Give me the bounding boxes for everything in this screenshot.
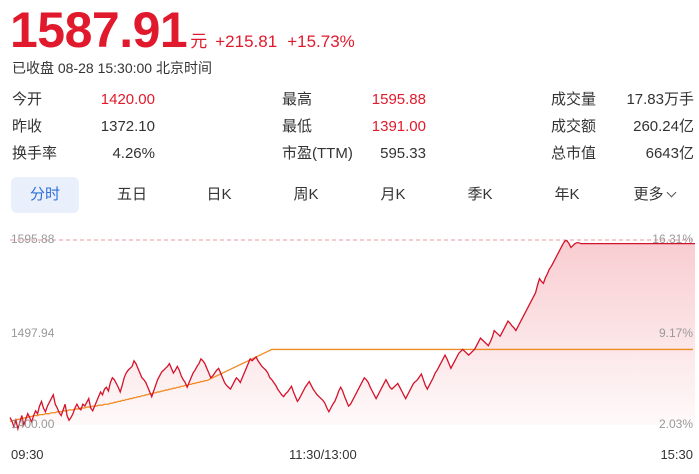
price-area	[10, 240, 695, 429]
stat-label: 总市值	[551, 145, 597, 162]
y-axis-left-label: 1497.94	[11, 325, 55, 340]
y-axis-right-label: 16.31%	[652, 232, 693, 246]
average-price-line	[10, 348, 694, 422]
tab-period-3[interactable]: 周K	[272, 177, 340, 213]
stat-item: 总市值 6643亿	[551, 144, 694, 164]
tab-label: 五日	[116, 186, 147, 203]
chevron-down-icon	[666, 187, 676, 198]
stat-value: 6643亿	[645, 145, 694, 162]
tab-more[interactable]: 更多	[620, 177, 688, 213]
tab-label: 年K	[554, 186, 580, 203]
stat-label: 成交额	[551, 118, 597, 135]
stat-value: 595.33	[380, 145, 426, 162]
tab-label: 季K	[467, 186, 493, 203]
tab-period-5[interactable]: 季K	[446, 177, 514, 213]
tab-period-4[interactable]: 月K	[359, 177, 427, 213]
stat-item: 最高 1595.88	[282, 90, 426, 110]
stat-item: 市盈(TTM) 595.33	[282, 144, 426, 164]
tab-label: 月K	[380, 186, 406, 203]
stat-label: 最高	[282, 91, 313, 108]
x-axis-label-start: 09:30	[11, 447, 44, 462]
stat-value: 4.26%	[112, 145, 155, 162]
stat-label: 最低	[282, 118, 313, 135]
tab-period-2[interactable]: 日K	[185, 177, 253, 213]
stat-value: 1420.00	[100, 91, 155, 108]
stat-value: 1391.00	[371, 118, 426, 135]
stat-item: 昨收 1372.10	[12, 117, 155, 137]
stat-value: 17.83万手	[626, 91, 694, 108]
stat-value: 1595.88	[371, 91, 426, 108]
tab-label: 更多	[633, 186, 664, 203]
stat-label: 成交量	[551, 91, 597, 108]
stat-item: 成交额 260.24亿	[551, 117, 694, 137]
x-axis-label-end: 15:30	[660, 447, 693, 462]
stat-label: 换手率	[12, 145, 58, 162]
stat-value: 1372.10	[100, 118, 155, 135]
quote-header: 1587.91 元 +215.81 +15.73%	[10, 4, 355, 56]
stat-value: 260.24亿	[633, 118, 694, 135]
y-axis-left-label: 1595.88	[11, 232, 55, 246]
tab-label: 日K	[206, 186, 232, 203]
stat-label: 今开	[12, 91, 43, 108]
market-status: 已收盘 08-28 15:30:00 北京时间	[12, 60, 212, 76]
stat-label: 昨收	[12, 118, 43, 135]
stat-item: 今开 1420.00	[12, 90, 155, 110]
tab-label: 周K	[293, 186, 319, 203]
y-axis-right-label: 9.17%	[658, 325, 693, 340]
intraday-chart: 1595.88 1497.94 1400.00 16.31% 9.17% 2.03% 09:…	[0, 225, 699, 474]
stat-item: 成交量 17.83万手	[551, 90, 694, 110]
stat-item: 最低 1391.00	[282, 117, 426, 137]
y-axis-right-label: 2.03%	[658, 417, 693, 431]
chart-canvas	[9, 239, 695, 432]
tab-period-6[interactable]: 年K	[533, 177, 601, 213]
stat-label: 市盈(TTM)	[282, 145, 353, 162]
tab-intraday[interactable]: 分时	[11, 177, 79, 213]
x-axis-label-mid: 11:30/13:00	[289, 447, 357, 462]
stat-item: 换手率 4.26%	[12, 144, 155, 164]
price-change: +215.81	[215, 32, 278, 51]
price-change-percent: +15.73%	[287, 32, 355, 51]
price-line	[9, 240, 695, 432]
y-axis-left-label: 1400.00	[11, 417, 55, 431]
currency-unit: 元	[190, 32, 208, 51]
tab-label: 分时	[29, 186, 60, 203]
current-price: 1587.91	[10, 2, 188, 58]
tab-period-1[interactable]: 五日	[98, 177, 166, 213]
period-tabs: 分时 五日 日K 周K 月K 季K 年K 更多	[10, 177, 690, 213]
